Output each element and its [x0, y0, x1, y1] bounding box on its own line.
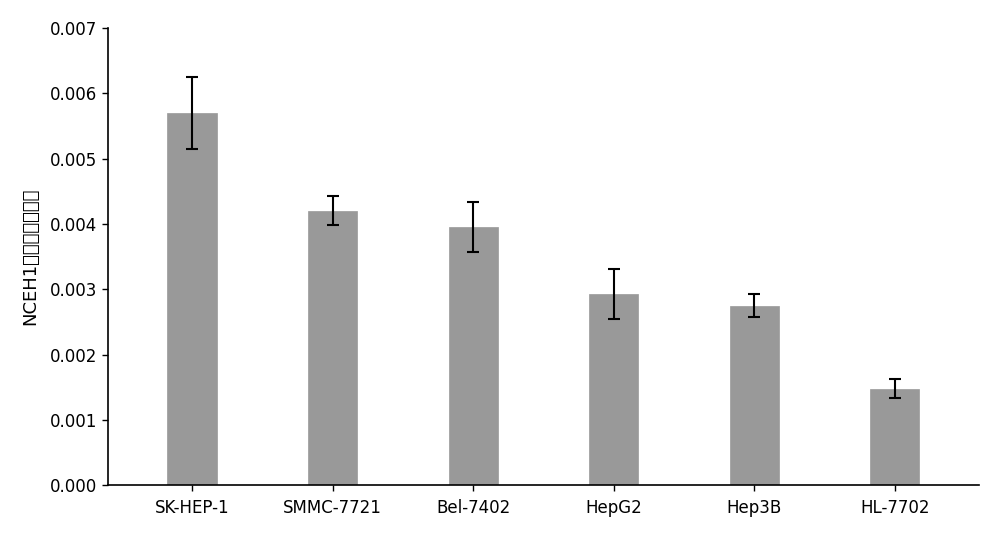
Bar: [730, 306, 779, 485]
Bar: [167, 113, 217, 485]
Bar: [589, 294, 638, 485]
Bar: [449, 227, 498, 485]
Bar: [870, 388, 919, 485]
Bar: [308, 211, 357, 485]
Y-axis label: NCEH1基因相对表达量: NCEH1基因相对表达量: [21, 188, 39, 325]
